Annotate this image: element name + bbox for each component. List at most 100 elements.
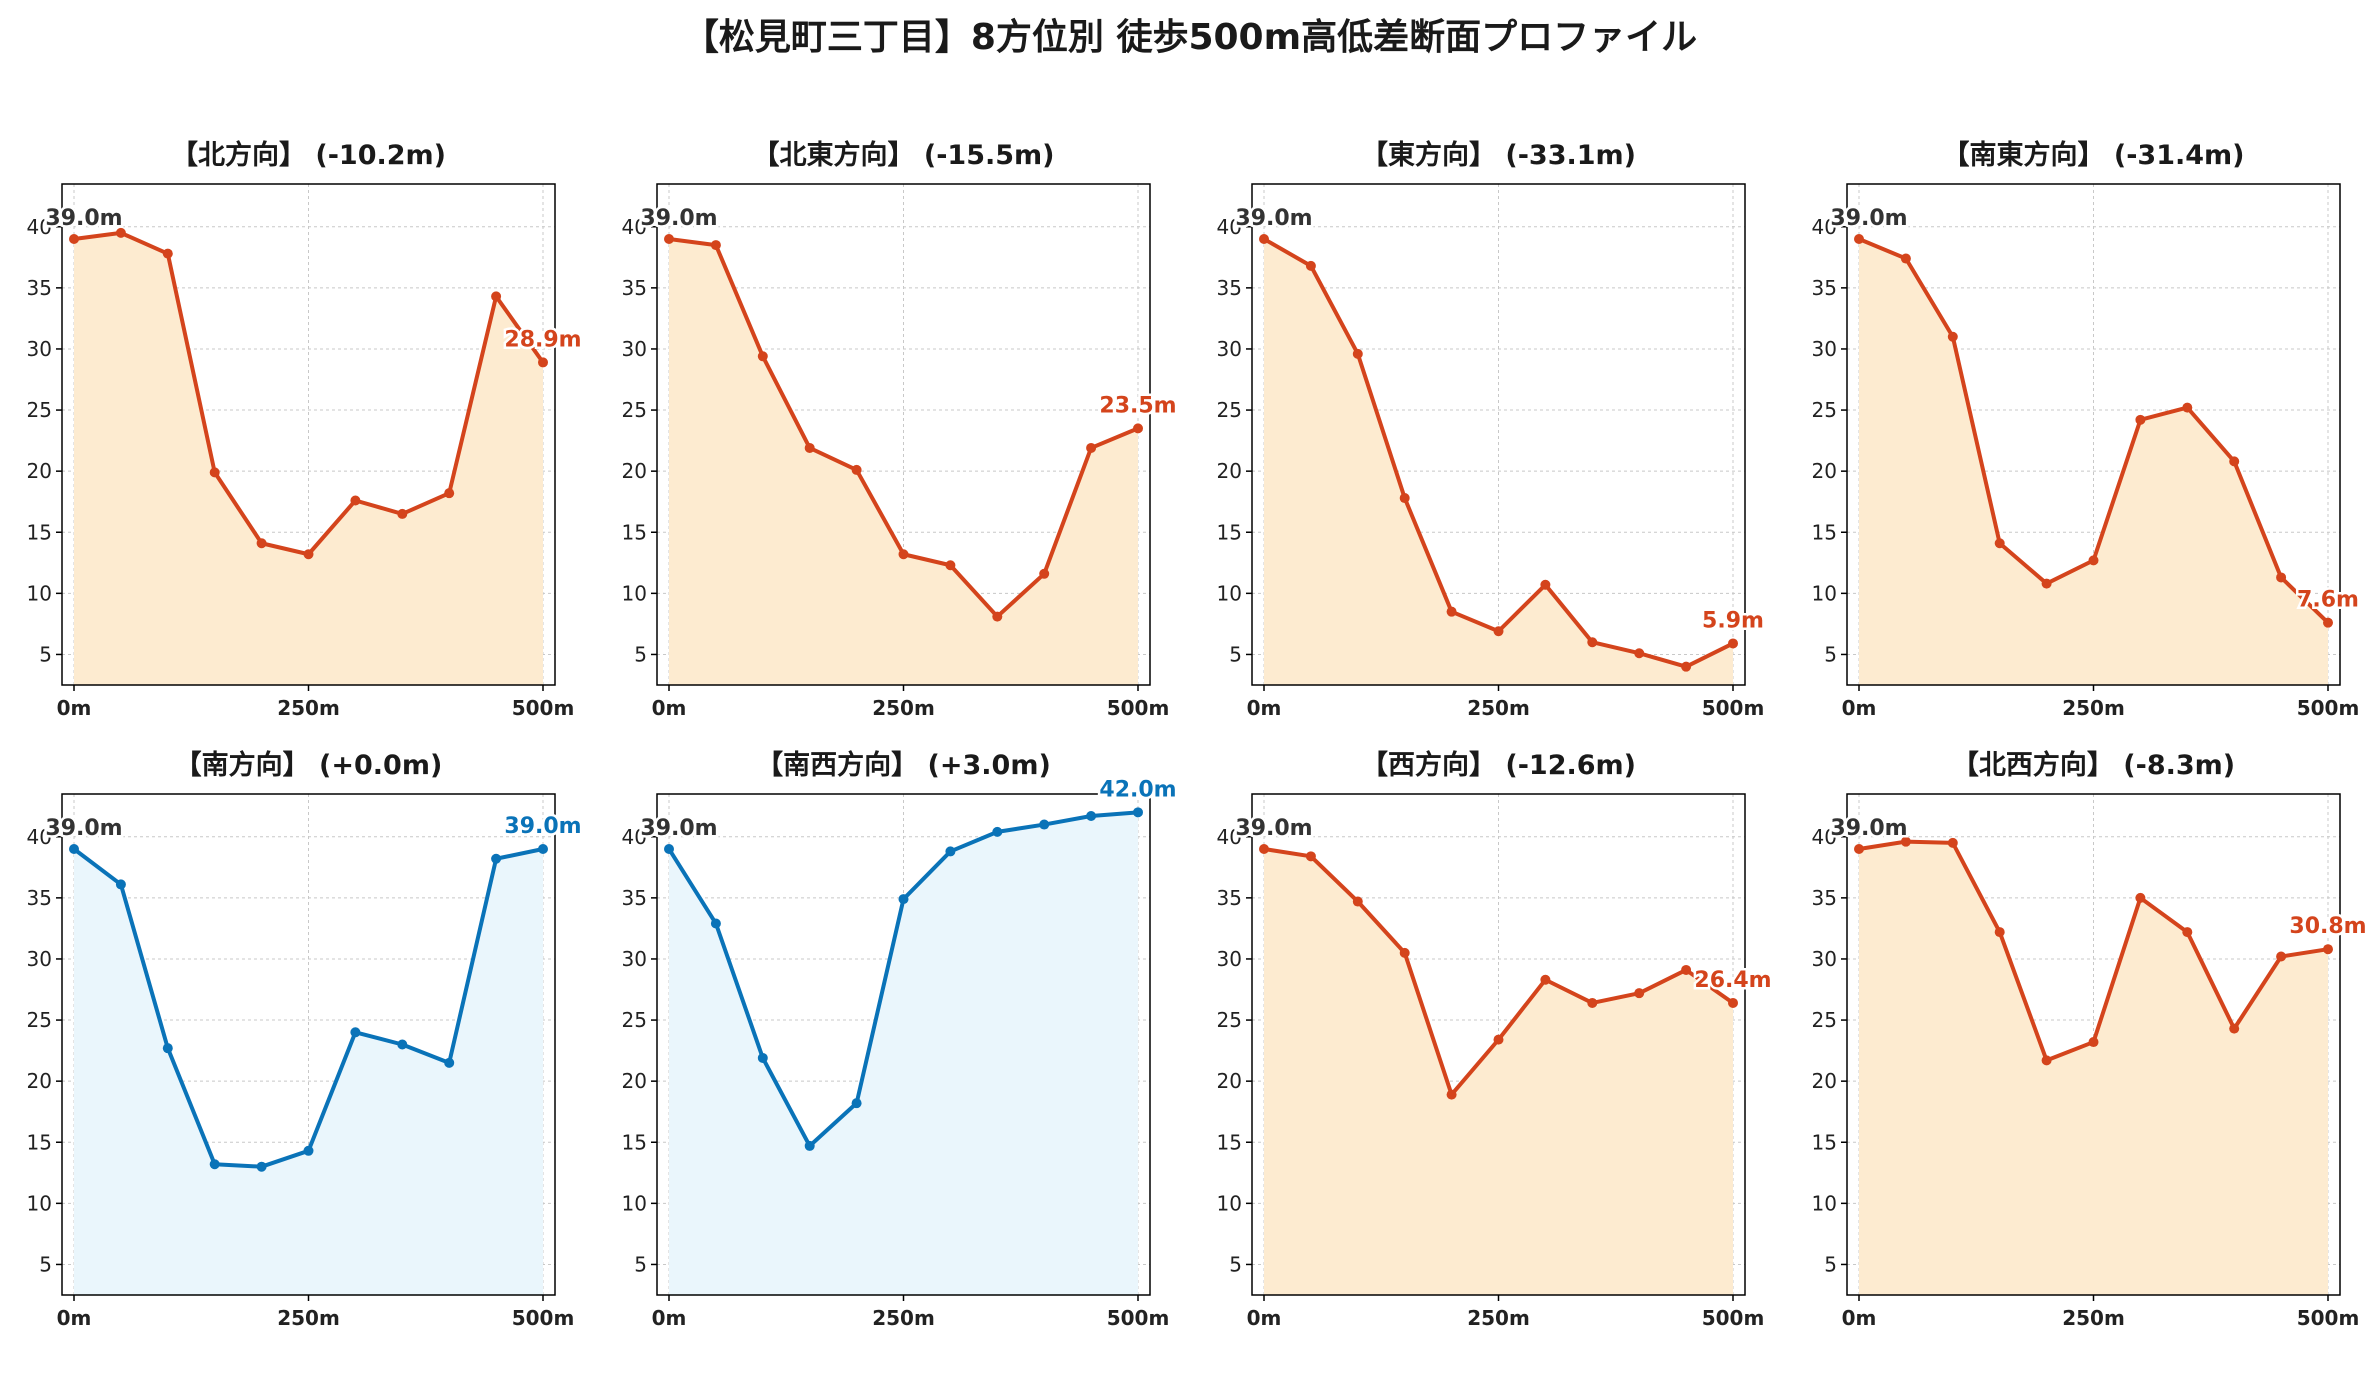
end-elevation-label: 42.0m <box>1099 777 1176 802</box>
data-point <box>664 233 674 244</box>
data-point <box>491 853 502 864</box>
data-point <box>2276 572 2287 583</box>
data-point <box>1493 626 1504 637</box>
y-tick-label: 5 <box>1229 642 1242 666</box>
data-point <box>804 1140 815 1151</box>
data-point <box>538 843 548 854</box>
y-tick-label: 20 <box>1812 1069 1837 1093</box>
x-tick-label: 500m <box>2297 1306 2360 1330</box>
y-tick-label: 15 <box>1812 520 1837 544</box>
data-point <box>2229 456 2240 467</box>
data-point <box>664 843 674 854</box>
y-tick-label: 25 <box>622 398 647 422</box>
area-fill <box>1859 841 2328 1295</box>
figure-title: 【松見町三丁目】8方位別 徒歩500m高低差断面プロファイル <box>682 17 1698 58</box>
x-tick-label: 250m <box>872 1306 935 1330</box>
y-tick-label: 5 <box>1229 1252 1242 1276</box>
y-tick-label: 40 <box>1217 825 1242 849</box>
data-point <box>2182 927 2193 938</box>
y-tick-label: 5 <box>39 1252 52 1276</box>
x-tick-label: 250m <box>1467 1306 1530 1330</box>
data-point <box>2323 944 2333 955</box>
data-point <box>397 1039 408 1050</box>
end-elevation-label: 5.9m <box>1702 608 1764 633</box>
data-point <box>209 1159 220 1170</box>
data-point <box>69 843 79 854</box>
data-point <box>2229 1023 2240 1034</box>
start-elevation-label: 39.0m <box>45 816 122 841</box>
data-point <box>1305 851 1316 862</box>
x-tick-label: 250m <box>277 696 340 720</box>
data-point <box>1446 1089 1457 1100</box>
y-tick-label: 10 <box>1812 1191 1837 1215</box>
x-tick-label: 500m <box>2297 696 2360 720</box>
x-tick-label: 0m <box>57 696 92 720</box>
y-tick-label: 20 <box>27 1069 52 1093</box>
y-tick-label: 30 <box>27 337 52 361</box>
data-point <box>1540 974 1551 985</box>
data-point <box>898 894 909 905</box>
data-point <box>1039 819 1050 830</box>
y-tick-label: 20 <box>1812 459 1837 483</box>
x-tick-label: 250m <box>872 696 935 720</box>
panel-title: 【北方向】 (-10.2m) <box>171 139 446 171</box>
y-tick-label: 25 <box>622 1008 647 1032</box>
data-point <box>444 488 455 499</box>
data-point <box>115 227 126 238</box>
profile-chart: 【南西方向】 (+3.0m) 5 10 15 20 25 30 35 40 0m 250m 500m 3… <box>622 749 1180 1330</box>
start-elevation-label: 39.0m <box>640 206 717 231</box>
panel-title: 【北西方向】 (-8.3m) <box>1952 749 2235 781</box>
elevation-profile-panel: 【北方向】 (-10.2m) 5 10 15 20 25 30 35 40 0m 250m 500m 3… <box>0 120 595 790</box>
elevation-profile-panel: 【南西方向】 (+3.0m) 5 10 15 20 25 30 35 40 0m 250m 500m 3… <box>595 730 1190 1400</box>
y-tick-label: 25 <box>1812 1008 1837 1032</box>
elevation-profile-panel: 【南方向】 (+0.0m) 5 10 15 20 25 30 35 40 0m 250m 500m 39… <box>0 730 595 1400</box>
y-tick-label: 15 <box>1812 1130 1837 1154</box>
area-fill <box>1264 238 1733 686</box>
panel-title: 【北東方向】 (-15.5m) <box>752 139 1054 171</box>
end-elevation-label: 39.0m <box>504 814 581 839</box>
data-point <box>2088 555 2099 566</box>
y-tick-label: 40 <box>622 825 647 849</box>
y-tick-label: 25 <box>27 1008 52 1032</box>
y-tick-label: 20 <box>1217 459 1242 483</box>
data-point <box>2041 578 2052 589</box>
data-point <box>757 351 768 362</box>
data-point <box>303 549 314 560</box>
data-point <box>851 464 862 475</box>
end-elevation-label: 7.6m <box>2297 588 2359 613</box>
data-point <box>2276 951 2287 962</box>
x-tick-label: 500m <box>512 696 575 720</box>
data-point <box>1900 836 1911 847</box>
data-point <box>162 248 173 259</box>
y-tick-label: 20 <box>1217 1069 1242 1093</box>
y-tick-label: 35 <box>27 886 52 910</box>
y-tick-label: 30 <box>622 337 647 361</box>
data-point <box>1399 493 1410 504</box>
data-point <box>1587 997 1598 1008</box>
area-fill <box>669 238 1138 686</box>
data-point <box>1540 579 1551 590</box>
panel-title: 【西方向】 (-12.6m) <box>1361 749 1636 781</box>
panel-title: 【南西方向】 (+3.0m) <box>756 749 1051 781</box>
data-point <box>1399 947 1410 958</box>
end-elevation-label: 26.4m <box>1694 968 1771 993</box>
x-tick-label: 500m <box>1107 696 1170 720</box>
y-tick-label: 40 <box>622 215 647 239</box>
y-tick-label: 5 <box>39 642 52 666</box>
x-tick-label: 0m <box>652 1306 687 1330</box>
data-point <box>1994 927 2005 938</box>
data-point <box>1305 260 1316 271</box>
y-tick-label: 10 <box>622 581 647 605</box>
end-elevation-label: 23.5m <box>1099 393 1176 418</box>
profile-chart: 【北西方向】 (-8.3m) 5 10 15 20 25 30 35 40 0m 250m 500m 3… <box>1812 749 2370 1330</box>
panel-title: 【東方向】 (-33.1m) <box>1361 139 1636 171</box>
data-point <box>1587 637 1598 648</box>
panel-title: 【南東方向】 (-31.4m) <box>1942 139 2244 171</box>
y-tick-label: 5 <box>1824 642 1837 666</box>
y-tick-label: 15 <box>1217 520 1242 544</box>
data-point <box>1352 348 1363 359</box>
y-tick-label: 15 <box>622 520 647 544</box>
y-tick-label: 35 <box>27 276 52 300</box>
y-tick-label: 15 <box>622 1130 647 1154</box>
area-fill <box>1264 848 1733 1295</box>
